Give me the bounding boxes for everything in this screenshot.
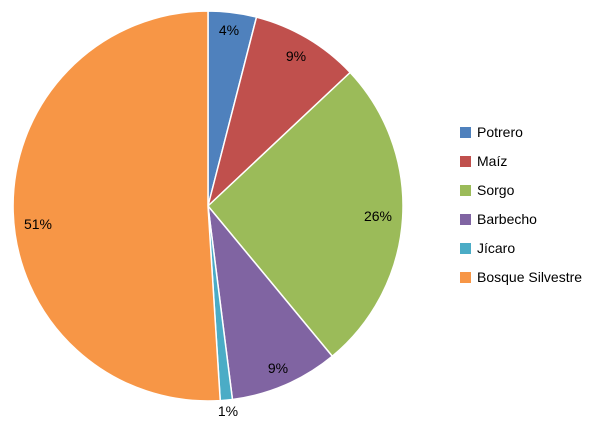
data-label-6: 51% — [24, 216, 52, 232]
pie-slice-4 — [206, 203, 334, 401]
legend-swatch-4 — [460, 214, 471, 225]
data-label-2: 9% — [286, 48, 306, 64]
legend-label-5: Jícaro — [477, 240, 515, 256]
pie-slice-2 — [206, 16, 352, 209]
pie-slice-6 — [12, 10, 222, 402]
legend-label-6: Bosque Silvestre — [477, 269, 582, 285]
legend: Potrero Maíz Sorgo Barbecho Jícaro Bosque Sil… — [460, 124, 582, 285]
legend-label-4: Barbecho — [477, 211, 537, 227]
pie-data-labels: 4% 9% 26% 9% 1% 51% — [24, 22, 392, 419]
legend-swatch-2 — [460, 156, 471, 167]
legend-swatch-3 — [460, 185, 471, 196]
data-label-1: 4% — [219, 22, 239, 38]
legend-swatch-1 — [460, 127, 471, 138]
pie-slice-3 — [206, 71, 404, 358]
legend-swatch-6 — [460, 272, 471, 283]
pie-slices — [12, 10, 404, 402]
legend-label-2: Maíz — [477, 153, 507, 169]
legend-swatch-5 — [460, 243, 471, 254]
legend-label-3: Sorgo — [477, 182, 515, 198]
data-label-4: 9% — [268, 360, 288, 376]
legend-label-1: Potrero — [477, 124, 523, 140]
data-label-3: 26% — [364, 208, 392, 224]
data-label-5: 1% — [218, 403, 238, 419]
